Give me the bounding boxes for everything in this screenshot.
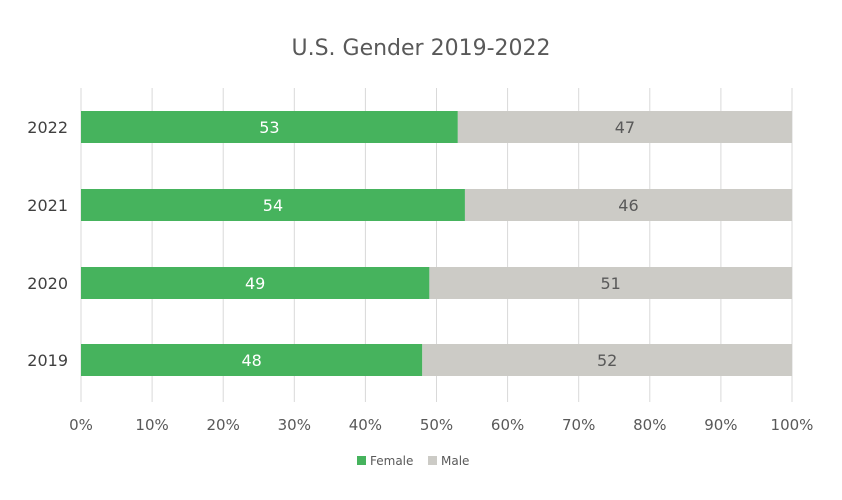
category-label: 2022 — [27, 118, 68, 137]
x-tick-label: 50% — [420, 416, 453, 434]
x-tick-label: 40% — [349, 416, 382, 434]
legend-label: Female — [370, 454, 413, 468]
x-tick-label: 0% — [69, 416, 93, 434]
bar-male — [464, 189, 792, 221]
bar-value-label: 54 — [263, 196, 283, 215]
bars: 53 47 54 46 49 51 48 52 — [81, 111, 792, 376]
x-tick-label: 30% — [278, 416, 311, 434]
axes: 0% 10% 20% 30% 40% 50% 60% 70% 80% 90% 100% 2022 202… — [27, 118, 813, 434]
bar-value-label: 48 — [241, 351, 261, 370]
legend-swatch — [428, 456, 437, 465]
bar-female — [81, 267, 430, 299]
chart-title: U.S. Gender 2019-2022 — [291, 36, 550, 61]
x-tick-label: 60% — [491, 416, 524, 434]
legend-label: Male — [441, 454, 469, 468]
bar-value-label: 53 — [259, 118, 279, 137]
bar-male — [429, 267, 792, 299]
category-label: 2019 — [27, 351, 68, 370]
bar-male — [422, 344, 792, 376]
bar-female — [81, 344, 423, 376]
x-tick-label: 10% — [135, 416, 168, 434]
category-label: 2021 — [27, 196, 68, 215]
x-tick-label: 70% — [562, 416, 595, 434]
bar-male — [457, 111, 792, 143]
bar-value-label: 49 — [245, 274, 265, 293]
x-tick-label: 100% — [771, 416, 814, 434]
legend: Female Male — [357, 454, 469, 468]
bar-female — [81, 189, 465, 221]
bar-female — [81, 111, 458, 143]
x-tick-label: 80% — [633, 416, 666, 434]
x-tick-label: 20% — [207, 416, 240, 434]
legend-swatch — [357, 456, 366, 465]
category-label: 2020 — [27, 274, 68, 293]
bar-value-label: 46 — [618, 196, 638, 215]
x-tick-label: 90% — [704, 416, 737, 434]
bar-value-label: 51 — [601, 274, 621, 293]
bar-value-label: 52 — [597, 351, 617, 370]
bar-value-label: 47 — [615, 118, 635, 137]
